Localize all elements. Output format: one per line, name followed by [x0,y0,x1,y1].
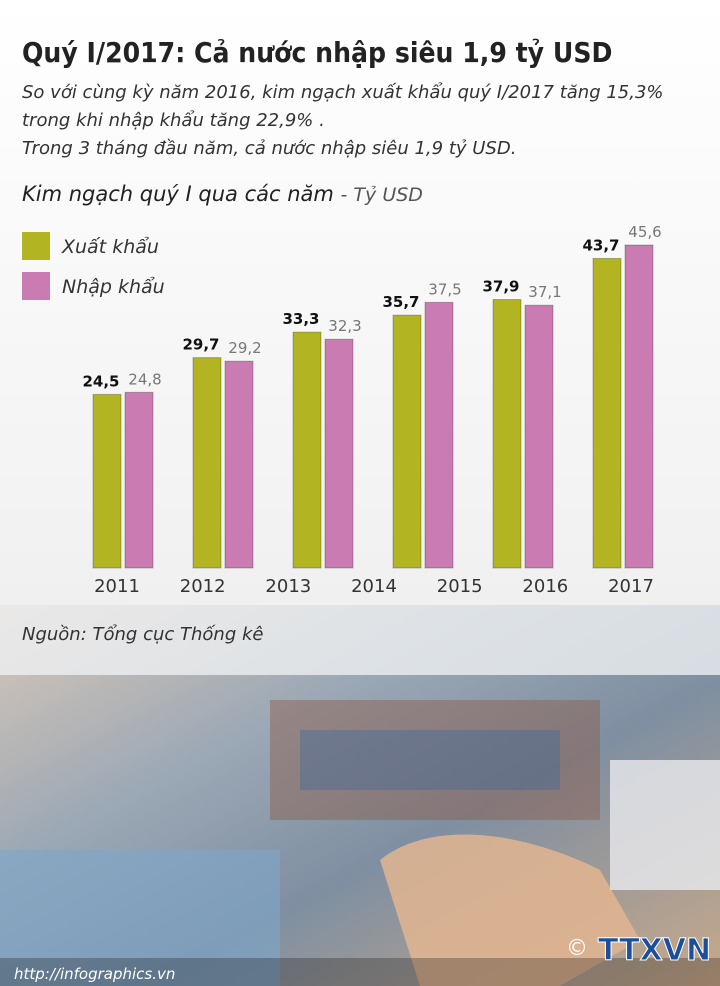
legend-swatch [22,272,50,300]
bar [524,304,554,569]
x-tick-label: 2011 [94,576,140,597]
value-label: 33,3 [282,310,319,328]
value-label: 43,7 [582,236,619,254]
bar [424,301,454,569]
value-label: 29,7 [182,336,219,354]
x-tick-label: 2012 [180,576,226,597]
legend-label: Xuất khẩu [61,236,159,258]
value-label: 37,1 [528,283,561,301]
unit: - Tỷ USD [341,184,423,206]
value-label: 37,5 [428,280,461,298]
value-label: 32,3 [328,317,361,335]
x-tick-label: 2013 [265,576,311,597]
legend-label: Nhập khẩu [62,276,165,298]
source: Nguồn: Tổng cục Thống kê [22,624,263,645]
bar [624,244,654,569]
bar [124,391,154,569]
subtitle-line: So với cùng kỳ năm 2016, kim ngạch xuất … [22,82,664,103]
legend-swatch [22,232,50,260]
photo-collage [0,605,720,986]
chart-title-text: Kim ngạch quý I qua các năm [22,182,334,206]
x-tick-label: 2016 [522,576,568,597]
subtitle-line: trong khi nhập khẩu tăng 22,9% . [22,110,325,131]
x-tick-label: 2017 [608,576,654,597]
chart-title: Kim ngạch quý I qua các năm - Tỷ USD [22,182,423,206]
x-tick-label: 2014 [351,576,397,597]
bar [92,393,122,569]
logo: TTXVN [598,933,711,968]
bar [224,360,254,569]
copyright: © [566,936,588,961]
subtitle-line: Trong 3 tháng đầu năm, cả nước nhập siêu… [22,138,516,159]
footer-url: http://infographics.vn [14,965,175,983]
bar [392,314,422,569]
value-label: 24,5 [82,372,119,390]
value-label: 35,7 [382,293,419,311]
value-label: 29,2 [228,339,261,357]
bar [192,357,222,569]
x-tick-label: 2015 [437,576,483,597]
bar [592,257,622,569]
value-label: 45,6 [628,223,661,241]
value-label: 37,9 [482,278,519,296]
value-label: 24,8 [128,370,161,388]
bar [324,338,354,569]
title: Quý I/2017: Cả nước nhập siêu 1,9 tỷ USD [22,36,612,69]
bar [292,331,322,569]
footer-band [0,958,720,986]
bar [492,299,522,569]
